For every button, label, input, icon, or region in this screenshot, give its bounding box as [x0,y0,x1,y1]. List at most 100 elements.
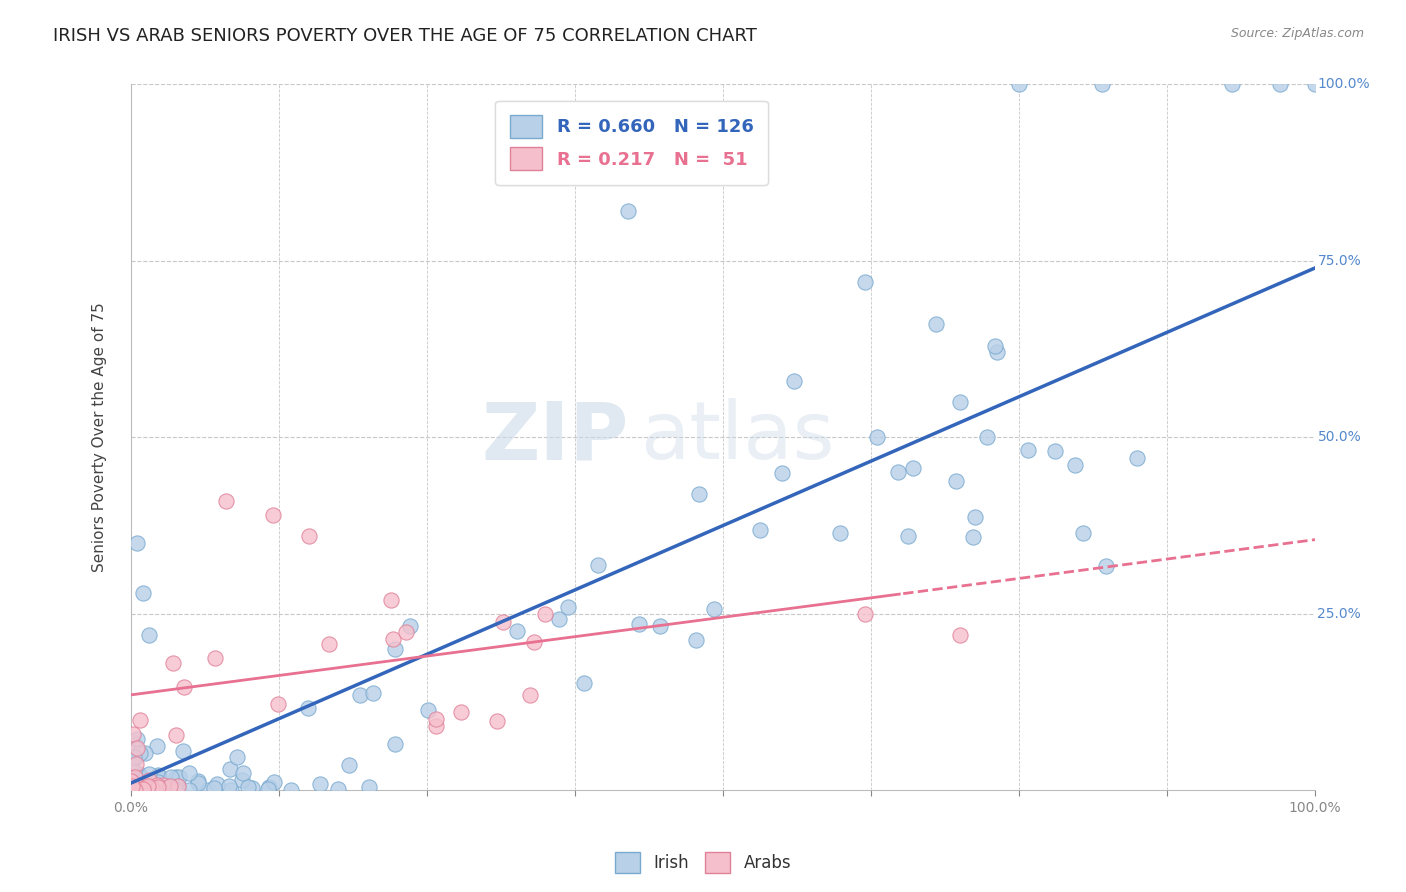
Arabs [120,774,142,789]
Text: IRISH VS ARAB SENIORS POVERTY OVER THE AGE OF 75 CORRELATION CHART: IRISH VS ARAB SENIORS POVERTY OVER THE A… [53,27,758,45]
Irish [134,746,156,760]
Irish [166,771,188,785]
Arabs [128,783,150,797]
Irish [138,767,160,781]
Arabs [425,719,447,733]
Irish [121,780,143,795]
Irish [128,767,150,781]
Irish [984,338,1007,352]
Irish [134,780,156,794]
Irish [1017,443,1039,458]
Irish [166,780,188,794]
Irish [976,430,998,444]
Irish [148,770,170,784]
Arabs [125,783,148,797]
Text: 75.0%: 75.0% [1317,254,1361,268]
Arabs [162,656,184,670]
Irish [142,781,165,796]
Arabs [523,635,546,649]
Irish [572,676,595,690]
Irish [748,523,770,537]
Arabs [136,780,159,795]
Arabs [146,780,169,794]
Irish [962,531,984,545]
Irish [124,751,146,765]
Text: 50.0%: 50.0% [1317,430,1361,444]
Irish [128,770,150,784]
Irish [121,778,143,792]
Irish [297,700,319,714]
Irish [259,780,281,795]
Irish [122,773,145,788]
Irish [384,737,406,751]
Arabs [129,713,152,727]
Arabs [485,714,508,729]
Irish [232,766,254,780]
Irish [167,781,190,796]
Arabs [949,628,972,642]
Irish [263,775,285,789]
Irish [125,731,148,746]
Arabs [120,776,142,790]
Irish [586,558,609,572]
Irish [945,475,967,489]
Arabs [146,778,169,792]
Irish [1091,78,1114,92]
Irish [122,737,145,751]
Arabs [152,778,174,792]
Irish [129,782,152,797]
Arabs [204,650,226,665]
Irish [949,395,972,409]
Irish [121,780,143,794]
Irish [127,779,149,793]
Legend: R = 0.660   N = 126, R = 0.217   N =  51: R = 0.660 N = 126, R = 0.217 N = 51 [495,101,768,185]
Arabs [318,638,340,652]
Irish [240,780,263,795]
Arabs [122,781,145,796]
Irish [896,529,918,543]
Irish [221,783,243,797]
Y-axis label: Seniors Poverty Over the Age of 75: Seniors Poverty Over the Age of 75 [93,302,107,572]
Irish [148,772,170,786]
Irish [363,686,385,700]
Irish [205,776,228,790]
Arabs [492,615,515,629]
Irish [124,774,146,789]
Irish [226,750,249,764]
Arabs [122,727,145,741]
Arabs [139,780,162,795]
Irish [337,757,360,772]
Irish [986,345,1008,359]
Irish [152,782,174,797]
Irish [770,466,793,480]
Arabs [125,780,148,794]
Irish [557,599,579,614]
Irish [1071,526,1094,541]
Arabs [132,778,155,792]
Arabs [167,779,190,793]
Irish [160,770,183,784]
Irish [218,779,240,793]
Irish [1043,444,1066,458]
Arabs [380,592,402,607]
Irish [238,780,260,795]
Irish [506,624,529,638]
Irish [134,782,156,797]
Irish [145,780,167,795]
Irish [1064,458,1087,472]
Irish [1268,78,1291,92]
Irish [149,781,172,796]
Irish [120,783,142,797]
Irish [177,782,200,797]
Irish [328,781,350,796]
Arabs [159,779,181,793]
Irish [122,776,145,790]
Irish [146,739,169,753]
Arabs [124,783,146,797]
Arabs [534,607,557,621]
Irish [853,275,876,289]
Irish [628,616,651,631]
Irish [157,779,180,793]
Arabs [136,779,159,793]
Irish [125,536,148,550]
